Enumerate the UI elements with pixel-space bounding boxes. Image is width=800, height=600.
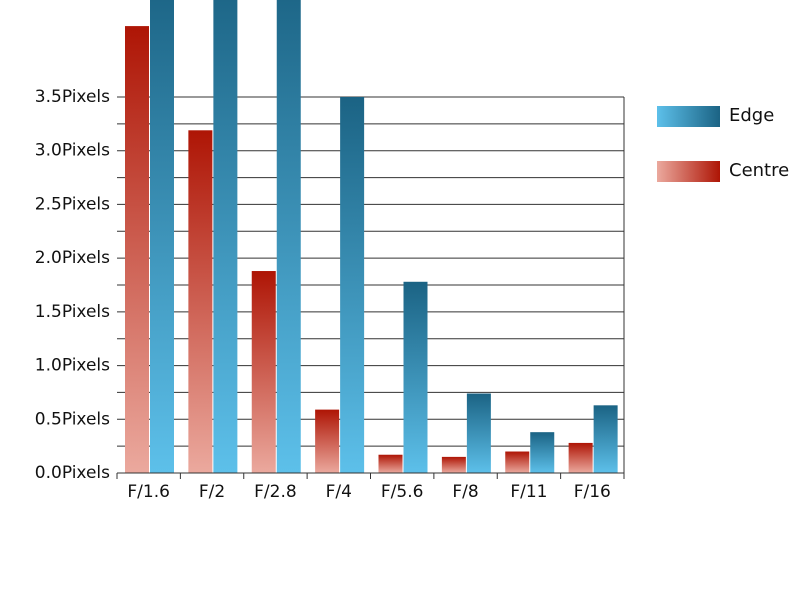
bar [505, 451, 530, 473]
bar [378, 454, 403, 473]
y-tick-label: 2.5Pixels [35, 194, 110, 214]
bar [276, 0, 301, 474]
bar [251, 271, 276, 473]
x-tick-label: F/5.6 [381, 482, 424, 502]
legend-label: Centre [729, 160, 789, 181]
x-tick-label: F/11 [510, 482, 547, 502]
bar [466, 393, 491, 473]
legend-swatch [657, 161, 720, 182]
x-tick-label: F/1.6 [127, 482, 170, 502]
x-tick-label: F/8 [452, 482, 478, 502]
plot-area [125, 0, 618, 474]
bar [150, 0, 174, 474]
y-tick-label: 3.5Pixels [35, 87, 110, 107]
y-tick-label: 1.0Pixels [35, 356, 110, 376]
y-tick-label: 0.5Pixels [35, 409, 110, 429]
bar [315, 409, 340, 473]
legend-label: Edge [729, 105, 774, 126]
y-tick-label: 0.0Pixels [35, 463, 110, 483]
bar [340, 96, 365, 474]
bar [593, 405, 618, 473]
bar [441, 456, 466, 473]
bar [125, 26, 149, 474]
y-tick-label: 1.5Pixels [35, 302, 110, 322]
y-tick-label: 3.0Pixels [35, 141, 110, 161]
bar [213, 0, 238, 474]
y-tick-label: 2.0Pixels [35, 248, 110, 268]
x-tick-label: F/2.8 [254, 482, 297, 502]
legend-swatch [657, 106, 720, 127]
bar [188, 130, 213, 474]
x-tick-label: F/4 [326, 482, 352, 502]
x-tick-label: F/2 [199, 482, 225, 502]
bar [530, 432, 555, 473]
x-tick-label: F/16 [574, 482, 611, 502]
bar [568, 442, 593, 473]
bar [403, 281, 428, 473]
